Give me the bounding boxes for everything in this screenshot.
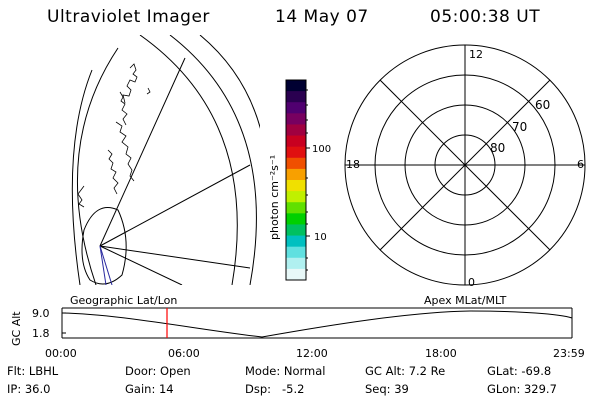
colorbar-segment (286, 202, 306, 214)
mlt-label-18: 18 (346, 158, 360, 171)
colorbar-segment (286, 91, 306, 103)
lat-label-70: 70 (512, 120, 527, 134)
colorbar-tick-label: 100 (312, 144, 331, 155)
polar-grid (344, 44, 586, 286)
time-label: 05:00:38 UT (430, 7, 541, 27)
look-direction (99, 245, 113, 285)
meridian-line (99, 164, 251, 247)
timeline-xtick: 00:00 (45, 347, 77, 360)
colorbar-segment (286, 168, 306, 181)
colorbar-frame (285, 79, 307, 281)
timeline-xtick: 18:00 (425, 347, 457, 360)
door-info: Door: Open (125, 364, 191, 378)
colorbar-segment (286, 146, 306, 159)
coastline (77, 185, 85, 208)
timeline-ylabel: GC Alt (10, 311, 23, 346)
altitude-timeline (61, 307, 573, 339)
meridian-line (99, 245, 183, 285)
timeline-ytick: 1.8 (32, 327, 50, 340)
colorbar-segment (286, 102, 306, 114)
timeline-ytick: 9.0 (32, 307, 50, 320)
seq-info: Seq: 39 (365, 382, 409, 396)
coastline (81, 207, 127, 285)
timeline-xtick: 23:59 (553, 347, 585, 360)
colorbar-segment (286, 235, 306, 248)
dsp-info: Dsp: -5.2 (245, 382, 305, 396)
mlt-label-0: 0 (468, 276, 475, 289)
coastline (115, 121, 135, 182)
glat-info: GLat: -69.8 (487, 364, 552, 378)
colorbar-tick-label: 10 (314, 232, 327, 243)
colorbar-axis-label: photon cm⁻²s⁻¹ (268, 155, 281, 240)
meridian-line (99, 245, 251, 269)
latitude-arc (76, 47, 119, 285)
mlt-label-6: 6 (577, 158, 584, 171)
glon-info: GLon: 329.7 (487, 382, 557, 396)
coastline (122, 63, 138, 104)
gc-alt-info: GC Alt: 7.2 Re (365, 364, 446, 378)
latitude-arc (169, 35, 257, 285)
look-direction (99, 245, 107, 285)
gain-info: Gain: 14 (125, 382, 174, 396)
colorbar-segment (286, 213, 306, 225)
geographic-latlon-title: Geographic Lat/Lon (70, 294, 177, 307)
polar-diagonal (379, 79, 551, 251)
ip-info: IP: 36.0 (7, 382, 51, 396)
mode-info: Mode: Normal (245, 364, 326, 378)
altitude-curve (61, 310, 573, 338)
color-scale (286, 80, 306, 281)
colorbar-segment (286, 257, 306, 270)
coastline (146, 87, 151, 95)
colorbar-segment (286, 224, 306, 237)
geographic-map (71, 35, 260, 285)
meridian-line (99, 57, 186, 247)
lat-label-60: 60 (535, 98, 550, 112)
colorbar-segment (286, 135, 306, 148)
latitude-arc (199, 35, 260, 130)
colorbar-segment (286, 80, 306, 92)
timeline-xtick: 12:00 (296, 347, 328, 360)
instrument-title: Ultraviolet Imager (47, 7, 210, 27)
mlt-label-12: 12 (469, 48, 483, 61)
coastline (107, 149, 119, 195)
apex-mlat-mlt-title: Apex MLat/MLT (424, 294, 507, 307)
lat-label-80: 80 (490, 141, 505, 155)
colorbar-segment (286, 157, 306, 170)
date-label: 14 May 07 (275, 7, 369, 27)
colorbar-segment (286, 191, 306, 203)
latitude-arc (139, 35, 238, 285)
colorbar-segment (286, 246, 306, 259)
colorbar-segment (286, 113, 306, 125)
filter-info: Flt: LBHL (7, 364, 59, 378)
colorbar-segment (286, 268, 306, 281)
colorbar-segment (286, 124, 306, 137)
coastline (119, 91, 128, 126)
latitude-arc (71, 69, 93, 285)
timeline-xtick: 06:00 (168, 347, 200, 360)
colorbar-segment (286, 180, 306, 192)
